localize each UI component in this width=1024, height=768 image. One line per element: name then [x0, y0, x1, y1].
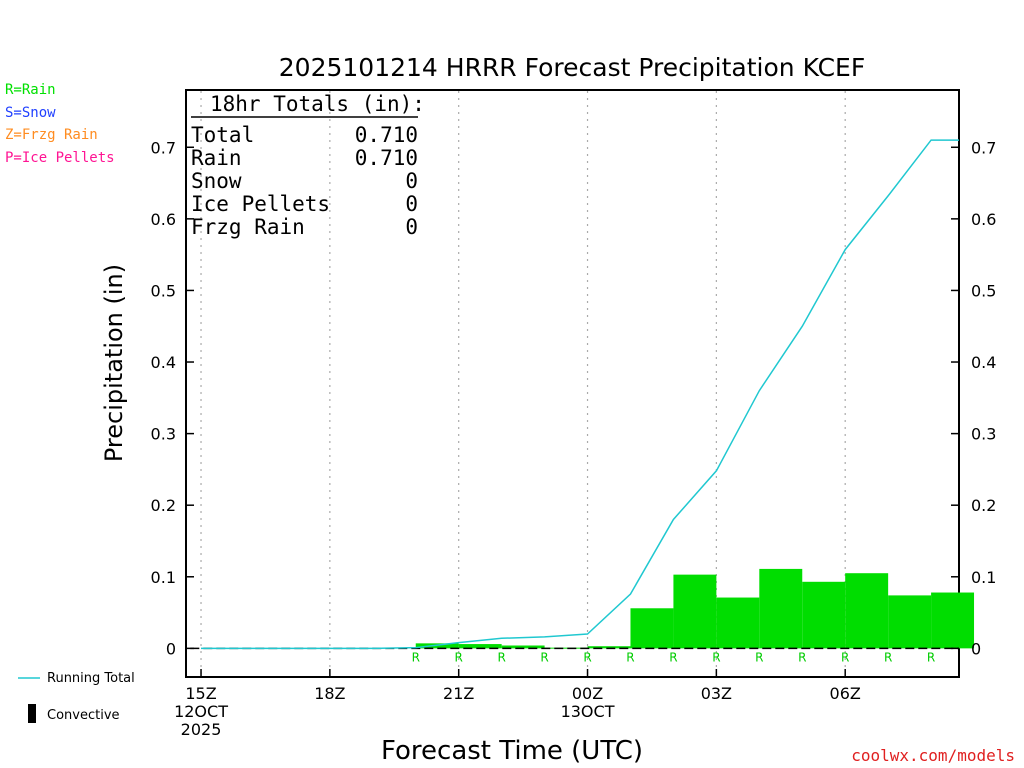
y-tick-label-left-1: 0.1: [151, 568, 176, 587]
totals-label-ice-pellets: Ice Pellets: [191, 192, 330, 216]
ptype-marker-hour-14: R: [798, 650, 806, 664]
ptype-marker-hour-13: R: [755, 650, 763, 664]
x-tick-label-1-0: 18Z: [314, 684, 345, 703]
bar-hour-9: [544, 647, 588, 649]
x-axis-label: Forecast Time (UTC): [381, 736, 643, 766]
x-tick-label-2-0: 21Z: [443, 684, 474, 703]
chart-title: 2025101214 HRRR Forecast Precipitation K…: [279, 53, 865, 82]
running-total-line: [201, 139, 959, 650]
legend-frzg-rain: Z=Frzg Rain: [5, 127, 98, 144]
ptype-marker-hour-16: R: [884, 650, 892, 664]
y-tick-label-right-0: 0: [971, 639, 981, 658]
y-tick-label-left-4: 0.4: [151, 353, 176, 372]
ptype-legend: R=Rain S=Snow Z=Frzg Rain P=Ice Pellets: [5, 79, 115, 169]
totals-value-frzg-rain: 0: [405, 215, 418, 239]
bar-hour-18: [931, 592, 975, 649]
y-axis-right: 0 0.1 0.2 0.3 0.4 0.5 0.6 0.7: [951, 138, 996, 658]
bar-hour-12: [673, 574, 717, 649]
ptype-marker-hour-12: R: [712, 650, 720, 664]
legend-snow: S=Snow: [5, 104, 56, 121]
y-tick-label-left-7: 0.7: [151, 138, 176, 157]
bar-hour-13: [716, 597, 760, 649]
running-total-series: [201, 139, 959, 650]
x-tick-label-5-0: 06Z: [830, 684, 861, 703]
ptype-marker-hour-8: R: [540, 650, 548, 664]
x-tick-label-0-0: 15Z: [185, 684, 216, 703]
totals-label-frzg-rain: Frzg Rain: [191, 215, 305, 239]
ptype-marker-hour-17: R: [927, 650, 935, 664]
bar-hour-8: [501, 645, 545, 649]
ptype-marker-hour-9: R: [583, 650, 591, 664]
totals-value-total: 0.710: [355, 123, 418, 147]
ptype-marker-hour-6: R: [455, 650, 463, 664]
totals-label-snow: Snow: [191, 169, 242, 193]
gridlines: [200, 91, 846, 676]
bar-hour-11: [630, 608, 674, 649]
y-tick-label-right-6: 0.6: [971, 210, 996, 229]
legend-rain: R=Rain: [5, 82, 56, 98]
x-tick-label-4-0: 03Z: [701, 684, 732, 703]
bar-hour-16: [845, 573, 889, 649]
ptype-marker-hour-15: R: [841, 650, 849, 664]
bar-hour-17: [888, 595, 932, 649]
y-tick-label-right-3: 0.3: [971, 425, 996, 444]
bar-hour-14: [759, 568, 803, 649]
y-tick-label-left-0: 0: [166, 639, 176, 658]
running-total-legend-label: Running Total: [47, 671, 135, 686]
totals-value-ice-pellets: 0: [405, 192, 418, 216]
x-tick-label-3-0: 00Z: [572, 684, 603, 703]
bar-hour-7: [458, 644, 502, 649]
y-tick-label-left-2: 0.2: [151, 496, 176, 515]
plot-frame: [185, 89, 960, 678]
ptype-marker-hour-11: R: [669, 650, 677, 664]
y-axis-left: 0 0.1 0.2 0.3 0.4 0.5 0.6 0.7: [151, 138, 194, 658]
y-tick-label-right-4: 0.4: [971, 353, 996, 372]
y-axis-label: Precipitation (in): [100, 264, 128, 462]
credit-text: coolwx.com/models: [851, 746, 1015, 765]
y-tick-label-right-1: 0.1: [971, 568, 996, 587]
bar-hour-6: [415, 643, 459, 649]
bar-hour-10: [587, 646, 631, 649]
y-tick-label-left-3: 0.3: [151, 425, 176, 444]
totals-box: 18hr Totals (in): Total 0.710 Rain 0.710…: [191, 92, 425, 239]
totals-label-rain: Rain: [191, 146, 242, 170]
x-tick-label-0-1: 12OCT: [174, 702, 228, 721]
ptype-marker-hour-10: R: [626, 650, 634, 664]
ptype-marker-hour-7: R: [497, 650, 505, 664]
y-tick-label-left-6: 0.6: [151, 210, 176, 229]
x-tick-label-0-2: 2025: [181, 720, 222, 739]
x-tick-label-3-1: 13OCT: [561, 702, 615, 721]
totals-label-total: Total: [191, 123, 254, 147]
totals-header: 18hr Totals (in):: [210, 92, 425, 116]
convective-legend-swatch: [28, 704, 36, 723]
totals-value-snow: 0: [405, 169, 418, 193]
legend-ice-pellets: P=Ice Pellets: [5, 149, 115, 166]
y-tick-label-right-7: 0.7: [971, 138, 996, 157]
y-tick-label-right-5: 0.5: [971, 281, 996, 300]
y-tick-label-left-5: 0.5: [151, 281, 176, 300]
convective-legend-label: Convective: [47, 708, 120, 723]
bar-series: [415, 568, 975, 649]
bar-hour-15: [802, 581, 846, 649]
totals-value-rain: 0.710: [355, 146, 418, 170]
ptype-marker-hour-5: R: [412, 650, 420, 664]
y-tick-label-right-2: 0.2: [971, 496, 996, 515]
